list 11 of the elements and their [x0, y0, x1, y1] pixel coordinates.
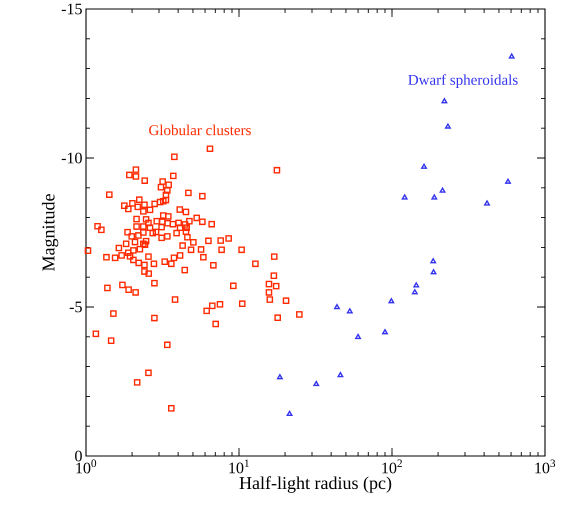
series-label: Globular clusters	[149, 124, 251, 136]
x-axis-title: Half-light radius (pc)	[240, 476, 392, 493]
y-tick-label: -15	[62, 4, 82, 14]
y-axis-title: Magnitude	[42, 194, 58, 271]
x-tick-label: 10$^{2}$	[382, 460, 402, 474]
series-label: Dwarf spheroidals	[408, 74, 518, 88]
x-tick-label: 10$^{3}$	[535, 460, 556, 474]
y-tick-label: -5	[70, 302, 82, 312]
y-tick-label: 0	[75, 450, 82, 462]
x-tick-label: 10$^{1}$	[229, 460, 249, 474]
y-tick-label: -10	[62, 152, 82, 164]
